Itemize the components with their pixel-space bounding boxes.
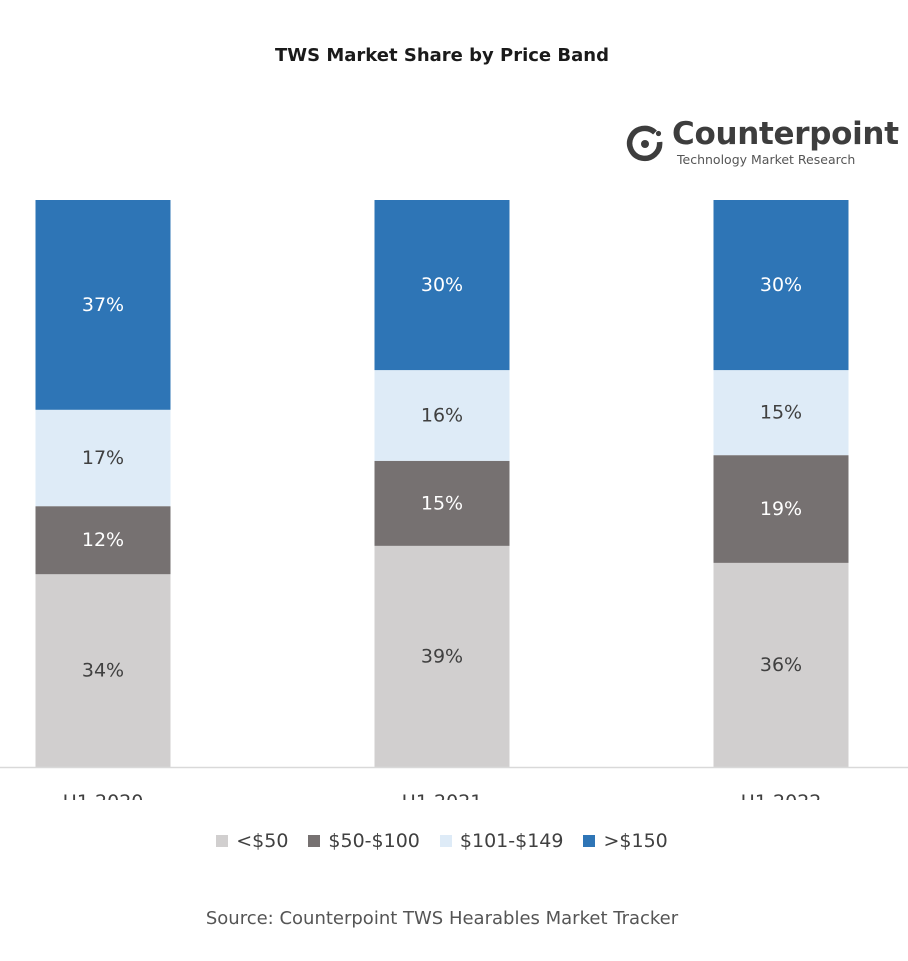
bar-segment-h1-2022-s3 <box>713 200 849 371</box>
x-tick-label-h1-2022: H1 2022 <box>741 791 822 800</box>
chart-title: TWS Market Share by Price Band <box>275 45 609 66</box>
counterpoint-logo-icon <box>626 125 663 162</box>
legend-item-101-149: $101-$149 <box>439 830 564 852</box>
data-label-h1-2021-s1: 15% <box>421 492 463 514</box>
chart-legend: <$50 $50-$100 $101-$149 >$150 <box>0 830 884 852</box>
bar-segment-h1-2020-s0 <box>35 574 171 767</box>
legend-swatch-101-149 <box>439 835 452 847</box>
bar-segment-h1-2021-s1 <box>374 460 510 546</box>
logo-tagline: Technology Market Research <box>677 152 856 167</box>
data-label-h1-2020-s3: 37% <box>82 294 124 316</box>
legend-label-101-149: $101-$149 <box>459 830 564 852</box>
data-label-h1-2021-s2: 16% <box>421 404 463 426</box>
data-label-h1-2022-s3: 30% <box>760 274 802 296</box>
legend-label-over-150: >$150 <box>603 830 668 852</box>
legend-label-50-100: $50-$100 <box>328 830 420 852</box>
bar-segment-h1-2022-s2 <box>713 370 849 456</box>
bar-segment-h1-2021-s0 <box>374 545 510 767</box>
source-note: Source: Counterpoint TWS Hearables Marke… <box>205 908 679 929</box>
legend-swatch-50-100 <box>308 835 321 847</box>
data-label-h1-2020-s0: 34% <box>82 660 124 682</box>
legend-label-under-50: <$50 <box>236 830 289 852</box>
data-label-h1-2022-s2: 15% <box>760 402 802 424</box>
bar-segment-h1-2022-s0 <box>713 562 849 767</box>
bar-segment-h1-2020-s3 <box>35 200 171 410</box>
bar-segment-h1-2020-s1 <box>35 506 171 575</box>
data-label-h1-2022-s1: 19% <box>760 498 802 520</box>
logo-wordmark: Counterpoint <box>672 116 899 152</box>
x-tick-label-h1-2021: H1 2021 <box>402 791 483 800</box>
bar-segment-h1-2021-s2 <box>374 370 510 461</box>
legend-swatch-over-150 <box>583 835 596 847</box>
legend-item-50-100: $50-$100 <box>308 830 420 852</box>
data-label-h1-2022-s0: 36% <box>760 654 802 676</box>
bar-segment-h1-2022-s1 <box>713 455 849 563</box>
legend-item-under-50: <$50 <box>216 830 288 852</box>
data-label-h1-2020-s2: 17% <box>82 447 124 469</box>
data-label-h1-2020-s1: 12% <box>82 529 124 551</box>
x-tick-label-h1-2020: H1 2020 <box>63 791 144 800</box>
bar-segment-h1-2020-s2 <box>35 409 171 507</box>
legend-swatch-under-50 <box>216 835 229 847</box>
data-label-h1-2021-s3: 30% <box>421 274 463 296</box>
bar-segment-h1-2021-s3 <box>374 200 510 371</box>
counterpoint-logo: Counterpoint Technology Market Research <box>620 116 899 172</box>
legend-item-over-150: >$150 <box>583 830 668 852</box>
data-label-h1-2021-s0: 39% <box>421 645 463 667</box>
stacked-bar-chart: 34% 12% 17% 37% H1 2020 39% 15% 16% 30% H1 2021 36… <box>0 200 908 800</box>
